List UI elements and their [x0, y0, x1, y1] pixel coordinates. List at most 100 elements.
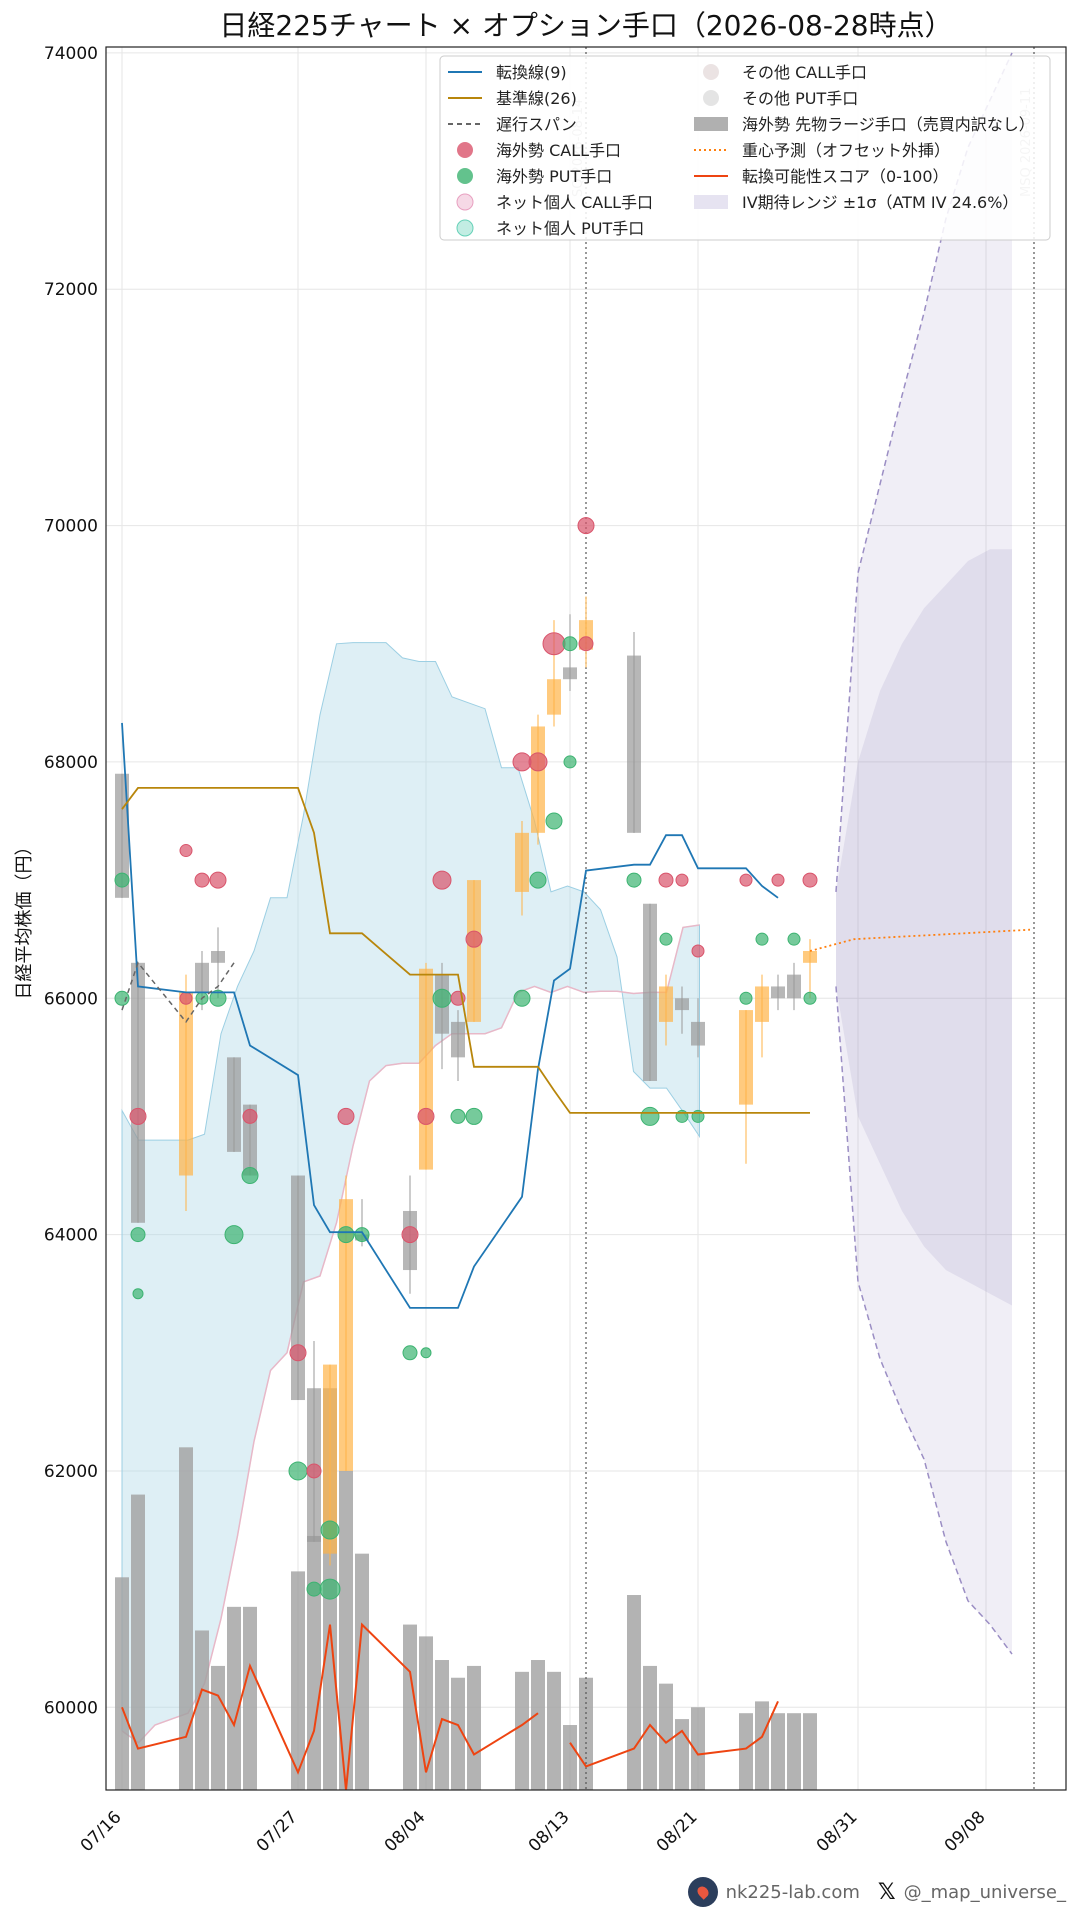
candle-body: [419, 968, 433, 1170]
futures-volume-bar: [803, 1713, 817, 1790]
futures-volume-bar: [179, 1447, 193, 1790]
legend-kijun: 基準線(26): [496, 89, 577, 108]
x-tick-label: 08/04: [381, 1807, 430, 1856]
call-flow-bubble: [306, 1463, 322, 1479]
call-flow-bubble: [675, 873, 689, 887]
footer-handle[interactable]: @_map_universe_: [903, 1881, 1066, 1903]
candle-body: [291, 1175, 305, 1401]
legend-futures-swatch: [694, 117, 728, 131]
call-flow-bubble: [179, 844, 193, 858]
y-tick-label: 70000: [44, 517, 98, 537]
candle-body: [531, 726, 545, 833]
put-flow-bubble: [320, 1520, 340, 1540]
futures-volume-bar: [227, 1606, 241, 1790]
call-flow-bubble: [179, 991, 193, 1005]
y-tick-label: 72000: [44, 280, 98, 300]
put-flow-bubble: [450, 1108, 466, 1124]
legend-other-call-swatch: [703, 64, 719, 80]
tenkan-line: [121, 722, 779, 1309]
legend-foreign-put-swatch: [457, 168, 473, 184]
futures-volume-bar: [211, 1665, 225, 1790]
call-flow-bubble: [528, 752, 548, 772]
legend-chikou: 遅行スパン: [496, 115, 577, 134]
legend-foreign-call-swatch: [457, 142, 473, 158]
put-flow-bubble: [241, 1167, 259, 1185]
futures-volume-bar: [755, 1701, 769, 1790]
put-flow-bubble: [529, 871, 547, 889]
y-axis-label: 日経平均株価（円）: [14, 838, 35, 1000]
futures-volume-bar: [563, 1725, 577, 1790]
put-flow-bubble: [209, 989, 227, 1007]
futures-volume-bar: [467, 1665, 481, 1790]
y-tick-label: 68000: [44, 753, 98, 773]
put-flow-bubble: [787, 932, 801, 946]
call-flow-bubble: [242, 1108, 258, 1124]
x-tick-label: 08/21: [653, 1807, 702, 1856]
candle-body: [787, 974, 801, 999]
call-flow-bubble: [129, 1107, 147, 1125]
legend-iv: IV期待レンジ ±1σ（ATM IV 24.6%）: [742, 193, 1018, 212]
call-flow-bubble: [739, 873, 753, 887]
futures-volume-bar: [643, 1665, 657, 1790]
x-tick-label: 07/16: [77, 1807, 126, 1856]
call-flow-bubble: [578, 636, 594, 652]
call-flow-bubble: [577, 517, 595, 535]
chart-title: 日経225チャート × オプション手口（2026-08-28時点）: [219, 9, 952, 42]
call-flow-bubble: [289, 1344, 307, 1362]
put-flow-bubble: [739, 991, 753, 1005]
futures-volume-bar: [739, 1713, 753, 1790]
put-flow-bubble: [132, 1288, 144, 1300]
plot-frame: [105, 46, 1067, 1791]
candle-body: [515, 832, 529, 892]
call-flow-bubble: [771, 873, 785, 887]
candle-body: [643, 903, 657, 1081]
futures-volume-bar: [659, 1683, 673, 1790]
futures-volume-bar: [355, 1553, 369, 1790]
put-flow-bubble: [319, 1578, 341, 1600]
iv-lower-line: [835, 986, 1013, 1655]
legend-box: [439, 55, 1051, 241]
futures-volume-bar: [771, 1713, 785, 1790]
legend-other-call: その他 CALL手口: [742, 63, 867, 82]
futures-volume-bar: [547, 1671, 561, 1790]
candle-body: [467, 880, 481, 1022]
legend-retail-put-swatch: [456, 219, 474, 237]
legend-score: 転換可能性スコア（0-100）: [742, 167, 949, 186]
call-flow-bubble: [802, 872, 818, 888]
y-tick-label: 60000: [44, 1698, 98, 1718]
futures-volume-bar: [115, 1577, 129, 1790]
footer: nk225-lab.com 𝕏 @_map_universe_: [687, 1872, 1066, 1912]
x-tick-label: 07/27: [253, 1807, 302, 1856]
kijun-line: [121, 787, 810, 1114]
call-flow-bubble: [432, 870, 452, 890]
candle-body: [627, 655, 641, 833]
futures-volume-bar: [307, 1535, 321, 1790]
candle-body: [771, 986, 785, 999]
futures-volume-bar: [691, 1707, 705, 1790]
call-flow-bubble: [417, 1107, 435, 1125]
put-flow-bubble: [626, 872, 642, 888]
legend-tenkan: 転換線(9): [496, 63, 567, 82]
futures-volume-bar: [531, 1660, 545, 1790]
futures-volume-bar: [435, 1660, 449, 1790]
put-flow-bubble: [465, 1107, 483, 1125]
call-flow-bubble: [658, 872, 674, 888]
candle-body: [323, 1364, 337, 1554]
candle-body: [675, 998, 689, 1011]
futures-volume-bar: [451, 1677, 465, 1790]
center-forecast-line: [809, 928, 1031, 952]
futures-volume-bar: [131, 1494, 145, 1790]
call-flow-bubble: [194, 872, 210, 888]
call-flow-bubble: [465, 930, 483, 948]
footer-site[interactable]: nk225-lab.com: [725, 1881, 860, 1903]
put-flow-bubble: [337, 1226, 355, 1244]
score-line: [121, 1622, 539, 1791]
candle-body: [739, 1010, 753, 1105]
x-tick-label: 09/08: [941, 1807, 990, 1856]
candle-body: [179, 992, 193, 1176]
put-flow-bubble: [402, 1345, 418, 1361]
candle-body: [563, 667, 577, 680]
put-flow-bubble: [563, 755, 577, 769]
futures-volume-bar: [403, 1624, 417, 1790]
candle-body: [803, 950, 817, 963]
